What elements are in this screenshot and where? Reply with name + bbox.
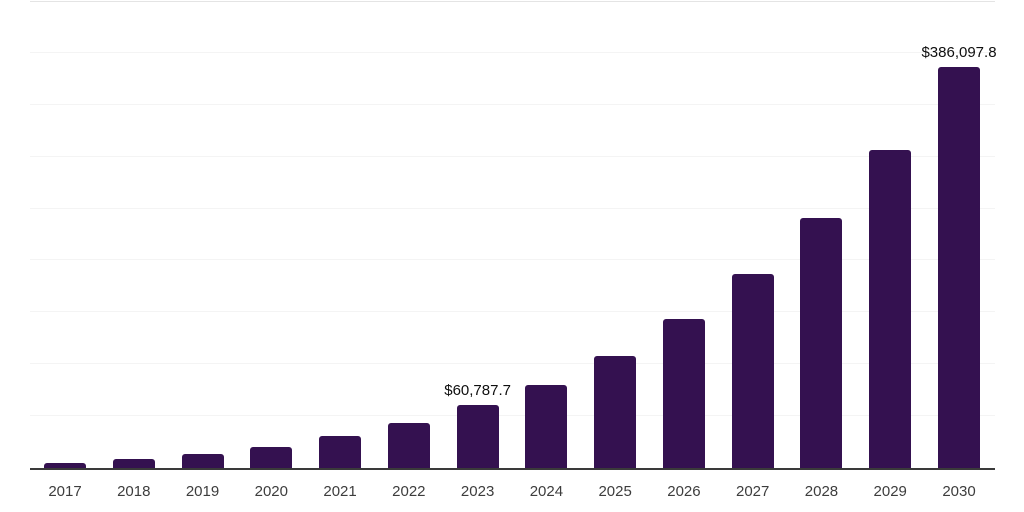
bar-2018[interactable]	[112, 459, 155, 468]
x-tick-2021: 2021	[323, 483, 357, 500]
bar-2021[interactable]	[319, 435, 362, 468]
chart-top-border	[30, 1, 995, 2]
gridline	[30, 259, 995, 261]
gridline	[30, 415, 995, 417]
bar-2027[interactable]	[731, 273, 774, 468]
x-tick-2030: 2030	[942, 483, 976, 500]
bar-value-label-2023: $60,787.7	[444, 381, 511, 399]
bar-2019[interactable]	[181, 454, 224, 468]
bar-2020[interactable]	[250, 446, 293, 468]
gridline	[30, 155, 995, 157]
x-tick-2024: 2024	[529, 483, 564, 500]
gridline	[30, 311, 995, 313]
x-tick-2029: 2029	[873, 483, 907, 500]
bar-2023[interactable]	[456, 404, 499, 468]
x-tick-2019: 2019	[185, 483, 220, 500]
x-tick-2020: 2020	[254, 483, 288, 500]
bar-2022[interactable]	[387, 422, 430, 468]
bar-2024[interactable]	[525, 384, 568, 468]
x-tick-2023: 2023	[460, 483, 495, 500]
gridline	[30, 51, 995, 53]
bar-2025[interactable]	[594, 356, 637, 468]
x-tick-2022: 2022	[392, 483, 426, 500]
x-tick-2025: 2025	[598, 483, 632, 500]
bar-2017[interactable]	[44, 463, 86, 468]
gridline	[30, 207, 995, 209]
bar-2030[interactable]	[938, 67, 980, 468]
bar-value-label-2030: $386,097.8	[921, 44, 997, 62]
plot-area: $60,787.7 $386,097.8	[30, 1, 997, 468]
bar-2028[interactable]	[800, 218, 843, 468]
x-tick-2027: 2027	[736, 483, 770, 500]
bar-2029[interactable]	[869, 149, 912, 468]
x-tick-2028: 2028	[804, 483, 839, 500]
x-tick-2017: 2017	[48, 483, 82, 500]
x-tick-2026: 2026	[667, 483, 701, 500]
bar-2026[interactable]	[662, 319, 705, 468]
x-tick-2018: 2018	[117, 483, 151, 500]
gridline	[30, 363, 995, 365]
gridline	[30, 103, 995, 105]
x-axis-line	[30, 468, 995, 470]
